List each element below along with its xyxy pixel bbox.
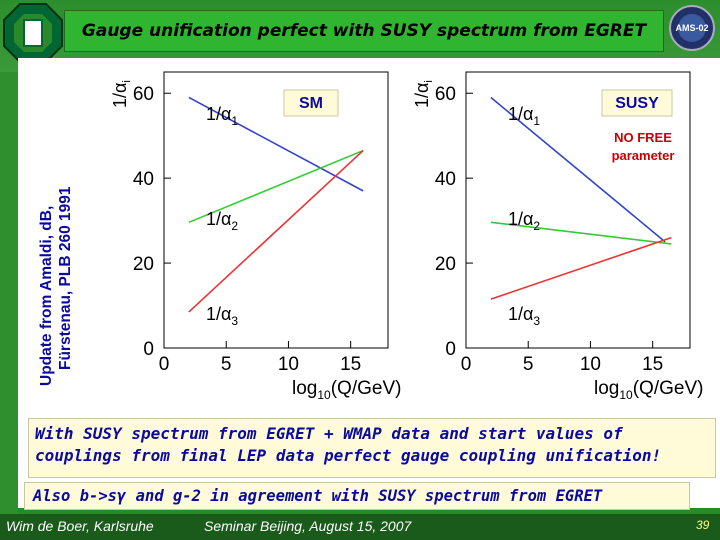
x-axis-label-0: log10(Q/GeV) — [292, 378, 401, 402]
y-tick-label-0-2: 40 — [133, 169, 154, 190]
series-line-0-2 — [188, 149, 364, 313]
side-note-line2: Fürstenau, PLB 260 1991 — [57, 186, 74, 370]
also-text: Also b->sγ and g-2 in agreement with SUS… — [24, 482, 690, 510]
label-box-0 — [283, 89, 339, 117]
x-axis-label-1: log10(Q/GeV) — [594, 378, 703, 402]
page-number: 39 — [696, 518, 710, 532]
series-line-1-2 — [490, 236, 672, 300]
ams-logo-text: AMS-02 — [675, 23, 708, 33]
y-axis-label-0: 1/αi — [110, 80, 133, 108]
y-tick-label-1-2: 40 — [435, 169, 456, 190]
y-tick-label-0-0: 0 — [143, 339, 154, 360]
label-box-text-0: SM — [299, 95, 323, 112]
side-note-line1: Update from Amaldi, dB, — [38, 206, 55, 386]
y-tick-label-0-3: 60 — [133, 84, 154, 105]
series-label-0-0: 1/α1 — [206, 104, 238, 128]
series-label-0-1: 1/α2 — [206, 209, 238, 233]
ams-02-logo: AMS-02 — [669, 5, 715, 51]
annotation-line2: parameter — [612, 148, 675, 163]
x-tick-label-1-1: 5 — [523, 354, 534, 375]
label-box-1 — [601, 89, 673, 117]
y-tick-label-1-0: 0 — [445, 339, 456, 360]
x-tick-label-0-2: 10 — [278, 354, 299, 375]
y-tick-label-0-1: 20 — [133, 254, 154, 275]
plot-frame-1 — [465, 71, 691, 349]
x-tick-label-1-0: 0 — [461, 354, 472, 375]
series-line-0-1 — [188, 149, 364, 224]
x-tick-label-0-0: 0 — [159, 354, 170, 375]
x-tick-label-0-1: 5 — [221, 354, 232, 375]
slide-title: Gauge unification perfect with SUSY spec… — [64, 10, 664, 52]
label-box-text-1: SUSY — [615, 95, 659, 112]
conclusion-text: With SUSY spectrum from EGRET + WMAP dat… — [28, 418, 716, 478]
footer-event: Seminar Beijing, August 15, 2007 — [204, 518, 412, 534]
series-line-1-0 — [490, 96, 666, 243]
x-tick-label-1-3: 15 — [642, 354, 663, 375]
y-axis-label-1: 1/αi — [412, 80, 435, 108]
y-tick-label-1-1: 20 — [435, 254, 456, 275]
side-note: Update from Amaldi, dB, Fürstenau, PLB 2… — [38, 186, 74, 386]
left-accent-bar — [0, 0, 18, 540]
coupling-plots: 0 5 10 1502040601/αilog10(Q/GeV)1/α11/α21/α… — [110, 71, 703, 402]
x-tick-label-0-3: 15 — [340, 354, 361, 375]
series-label-0-2: 1/α3 — [206, 304, 238, 328]
y-tick-label-1-3: 60 — [435, 84, 456, 105]
series-label-1-2: 1/α3 — [508, 304, 540, 328]
series-label-1-1: 1/α2 — [508, 209, 540, 233]
annotation-line1: NO FREE — [614, 130, 672, 145]
series-line-1-1 — [490, 221, 672, 245]
series-line-0-0 — [188, 96, 364, 192]
plot-frame-0 — [163, 71, 389, 349]
footer-bar: Wim de Boer, Karlsruhe Seminar Beijing, … — [0, 514, 720, 540]
university-logo — [3, 3, 63, 63]
x-tick-label-1-2: 10 — [580, 354, 601, 375]
footer-author: Wim de Boer, Karlsruhe — [6, 518, 154, 534]
